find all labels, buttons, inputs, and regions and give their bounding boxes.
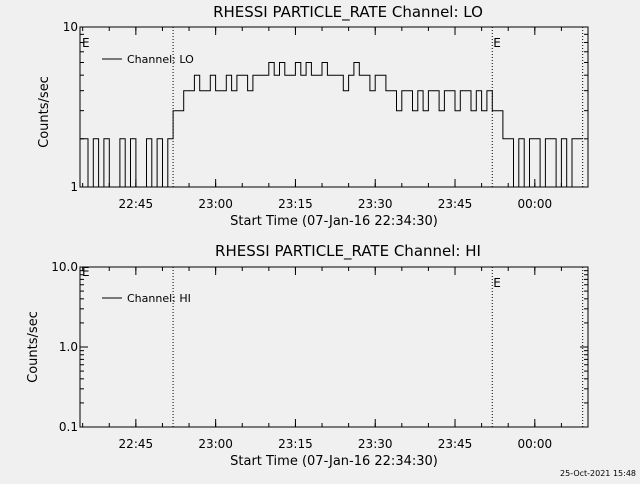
corner-e-label: E (82, 265, 90, 279)
y-tick-label: 10.0 (51, 260, 78, 274)
plot-frame (79, 266, 589, 428)
x-tick-label: 00:00 (518, 437, 553, 451)
y-axis-label: Counts/sec (26, 311, 41, 383)
event-markers: E (172, 267, 584, 427)
axis-ticks: 22:45 23:00 23:15 23:30 23:45 00:00 1 10 (63, 20, 589, 211)
panel-hi: RHESSI PARTICLE_RATE Channel: HI Start T… (26, 242, 589, 469)
x-tick-label: 22:45 (119, 437, 154, 451)
y-tick-label: 0.1 (59, 420, 78, 434)
series-line (80, 62, 583, 188)
panel-lo: RHESSI PARTICLE_RATE Channel: LO Start T… (37, 3, 589, 229)
legend: Channel: LO (102, 53, 194, 66)
x-tick-label: 23:30 (358, 437, 393, 451)
x-tick-label: 22:45 (119, 197, 154, 211)
axis-ticks: 22:45 23:00 23:15 23:30 23:45 00:00 0.1 1.0 10.0 (51, 260, 589, 451)
x-tick-label: 23:00 (198, 437, 233, 451)
x-tick-label: 23:45 (438, 197, 473, 211)
legend-label: Channel: HI (127, 292, 191, 305)
x-tick-label: 00:00 (518, 197, 553, 211)
y-tick-label: 10 (63, 20, 78, 34)
x-tick-label: 23:15 (278, 437, 313, 451)
y-tick-label: 1.0 (59, 340, 78, 354)
event-markers: E (172, 27, 584, 187)
plot-frame (79, 26, 589, 188)
legend: Channel: HI (102, 292, 191, 305)
chart-title: RHESSI PARTICLE_RATE Channel: LO (213, 3, 483, 22)
series-group (80, 62, 583, 188)
x-tick-label: 23:15 (278, 197, 313, 211)
x-tick-label: 23:30 (358, 197, 393, 211)
x-axis-label: Start Time (07-Jan-16 22:34:30) (230, 214, 438, 229)
chart-title: RHESSI PARTICLE_RATE Channel: HI (215, 242, 481, 261)
x-axis-label: Start Time (07-Jan-16 22:34:30) (230, 454, 438, 469)
y-tick-label: 1 (70, 180, 78, 194)
x-tick-label: 23:45 (438, 437, 473, 451)
event-marker-label: E (493, 276, 501, 290)
timestamp: 25-Oct-2021 15:48 (560, 469, 636, 478)
legend-label: Channel: LO (127, 53, 194, 66)
event-marker-label: E (493, 36, 501, 50)
corner-e-label: E (82, 36, 90, 50)
y-axis-label: Counts/sec (37, 76, 52, 148)
x-tick-label: 23:00 (198, 197, 233, 211)
